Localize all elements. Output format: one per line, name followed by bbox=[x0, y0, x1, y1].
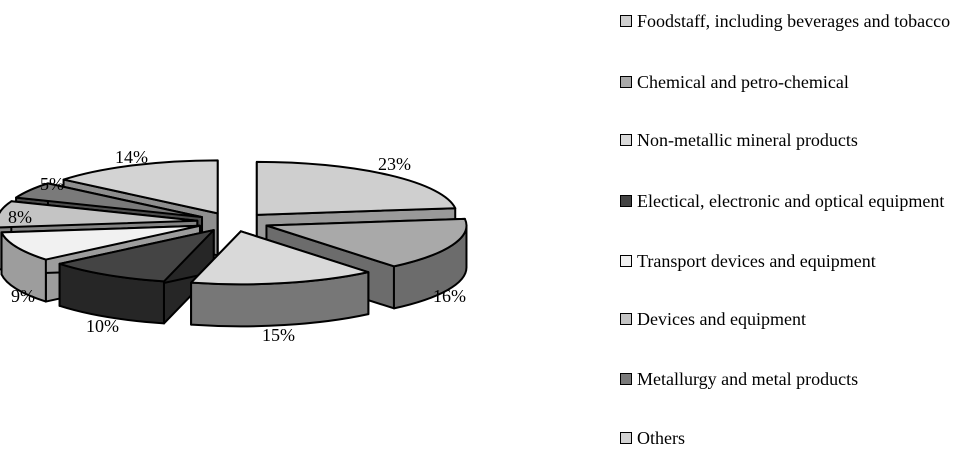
legend-swatch-6 bbox=[620, 313, 632, 325]
pie-slice-7-top bbox=[15, 182, 204, 219]
data-label-1: 23% bbox=[378, 154, 411, 174]
legend-label-8: Others bbox=[637, 428, 685, 448]
data-label-3: 15% bbox=[262, 325, 295, 345]
data-label-5: 9% bbox=[11, 286, 35, 306]
data-label-4: 10% bbox=[86, 316, 119, 336]
legend-swatch-3 bbox=[620, 134, 632, 146]
legend-swatch-4 bbox=[620, 195, 632, 207]
legend-swatch-2 bbox=[620, 76, 632, 88]
legend-item-3: Non-metallic mineral products bbox=[620, 129, 965, 152]
legend-swatch-8 bbox=[620, 432, 632, 444]
legend-label-5: Transport devices and equipment bbox=[637, 251, 876, 271]
legend-label-3: Non-metallic mineral products bbox=[637, 130, 858, 150]
legend-swatch-7 bbox=[620, 373, 632, 385]
data-label-6: 8% bbox=[8, 207, 32, 227]
pie-slice-2-top bbox=[265, 217, 468, 268]
legend-swatch-5 bbox=[620, 255, 632, 267]
pie-slice-8-top bbox=[62, 159, 219, 215]
data-label-8: 14% bbox=[115, 147, 148, 167]
legend-item-8: Others bbox=[620, 427, 965, 450]
legend-label-4: Electical, electronic and optical equipm… bbox=[637, 191, 945, 211]
legend-item-1: Foodstaff, including beverages and tobac… bbox=[620, 10, 965, 33]
data-label-2: 16% bbox=[433, 286, 466, 306]
pie-slice-4-top bbox=[58, 229, 215, 283]
pie-slice-1-top bbox=[255, 160, 457, 216]
legend-label-2: Chemical and petro-chemical bbox=[637, 72, 849, 92]
data-label-7: 5% bbox=[40, 174, 64, 194]
pie-slice-3-top bbox=[190, 230, 370, 286]
pie-slice-5-top bbox=[0, 224, 201, 261]
legend-item-7: Metallurgy and metal products bbox=[620, 368, 965, 391]
legend-item-5: Transport devices and equipment bbox=[620, 250, 965, 273]
pie-slice-6-top bbox=[0, 200, 199, 229]
legend-item-4: Electical, electronic and optical equipm… bbox=[620, 190, 965, 213]
legend-label-7: Metallurgy and metal products bbox=[637, 369, 859, 389]
legend-swatch-1 bbox=[620, 15, 632, 27]
pie-slice-3 bbox=[190, 230, 370, 328]
legend-label-1: Foodstaff, including beverages and tobac… bbox=[637, 11, 951, 31]
legend-item-6: Devices and equipment bbox=[620, 308, 965, 331]
legend-item-2: Chemical and petro-chemical bbox=[620, 71, 965, 94]
legend-label-6: Devices and equipment bbox=[637, 309, 806, 329]
